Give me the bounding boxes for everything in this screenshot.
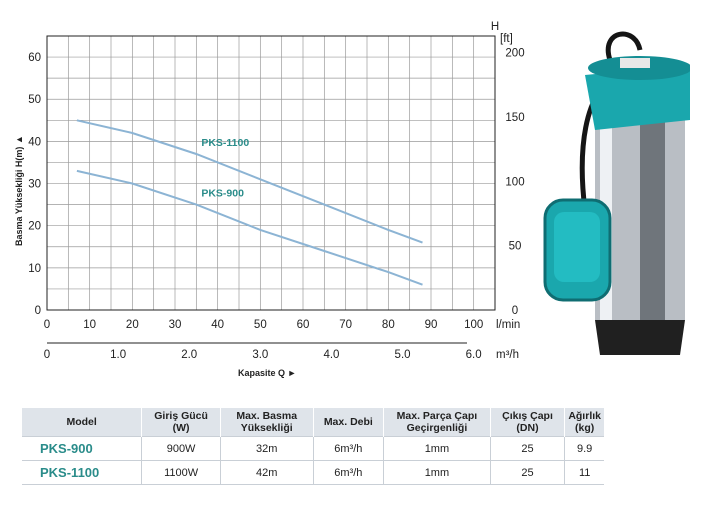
x-tick-label-lmin: 20 bbox=[126, 319, 139, 331]
table-cell: 1mm bbox=[383, 460, 491, 485]
plot-frame bbox=[46, 35, 496, 311]
y-tick-label: 0 bbox=[35, 305, 41, 317]
table-cell: 9.9 bbox=[564, 436, 604, 461]
header-max-flow: Max. Debi bbox=[313, 408, 385, 437]
x-tick-label-lmin: 90 bbox=[425, 319, 438, 331]
table-cell: 1100W bbox=[141, 460, 221, 485]
series-label-pks-1100: PKS-1100 bbox=[201, 137, 249, 149]
header-power: Giriş Gücü (W) bbox=[141, 408, 221, 437]
x-tick-label-lmin: 50 bbox=[254, 319, 267, 331]
table-cell: 6m³/h bbox=[313, 460, 385, 485]
series-label-pks-900: PKS-900 bbox=[201, 188, 244, 200]
y-tick-label: 10 bbox=[28, 263, 41, 275]
x-tick-label-lmin: 80 bbox=[382, 319, 395, 331]
x-tick-label-m3h: 6.0 bbox=[466, 349, 482, 361]
series-curve-pks-900 bbox=[76, 169, 423, 286]
table-cell: 6m³/h bbox=[313, 436, 385, 461]
table-cell: 25 bbox=[490, 460, 566, 485]
y-tick-label: 30 bbox=[28, 179, 41, 191]
pump-image bbox=[543, 31, 690, 355]
x-axis-title: Kapasite Q ► bbox=[238, 368, 296, 378]
header-model: Model bbox=[22, 408, 143, 437]
right-tick-label: 150 bbox=[505, 112, 524, 124]
x-tick-label-lmin: 40 bbox=[211, 319, 224, 331]
y-tick-label: 50 bbox=[28, 94, 41, 106]
right-tick-label: 100 bbox=[505, 176, 524, 188]
x-tick-label-m3h: 1.0 bbox=[110, 349, 126, 361]
table-cell: 900W bbox=[141, 436, 221, 461]
y-tick-label: 60 bbox=[28, 52, 41, 64]
model-cell: PKS-900 bbox=[22, 436, 143, 461]
x-tick-label-lmin: 10 bbox=[83, 319, 96, 331]
x-tick-label-m3h: 2.0 bbox=[181, 349, 197, 361]
spec-table: Model Giriş Gücü (W) Max. Basma Yüksekli… bbox=[22, 408, 604, 485]
table-row: PKS-900 900W 32m 6m³/h 1mm 25 9.9 bbox=[22, 436, 604, 461]
x-tick-label-lmin: 0 bbox=[44, 319, 50, 331]
x-tick-label-lmin: 70 bbox=[339, 319, 352, 331]
header-outlet: Çıkış Çapı (DN) bbox=[490, 408, 566, 437]
x-tick-label-m3h: 5.0 bbox=[395, 349, 411, 361]
x-axis-unit-lmin: l/min bbox=[496, 319, 520, 331]
x-tick-label-m3h: 4.0 bbox=[323, 349, 339, 361]
y-tick-label: 20 bbox=[28, 221, 41, 233]
x-tick-label-lmin: 30 bbox=[169, 319, 182, 331]
right-axis-letter: H bbox=[491, 21, 499, 33]
x-axis-unit-m3h: m³/h bbox=[496, 349, 519, 361]
right-tick-label: 0 bbox=[512, 305, 518, 317]
x-tick-label-lmin: 60 bbox=[297, 319, 310, 331]
right-axis-unit: [ft] bbox=[500, 33, 513, 45]
table-cell: 11 bbox=[564, 460, 604, 485]
x-tick-label-lmin: 100 bbox=[464, 319, 483, 331]
table-row: PKS-1100 1100W 42m 6m³/h 1mm 25 11 bbox=[22, 460, 604, 485]
x-tick-label-m3h: 0 bbox=[44, 349, 50, 361]
header-weight: Ağırlık (kg) bbox=[564, 408, 604, 437]
series-curve-pks-1100 bbox=[76, 119, 423, 244]
chart-curves: PKS-1100 PKS-900 bbox=[76, 119, 423, 286]
chart-ticks: 0 10 20 30 40 50 60 0 50 100 150 200 0 10 20 30 40 50 60 70… bbox=[28, 48, 524, 361]
right-tick-label: 200 bbox=[505, 48, 524, 60]
header-particle: Max. Parça Çapı Geçirgenliği bbox=[383, 408, 491, 437]
table-cell: 32m bbox=[220, 436, 314, 461]
table-cell: 25 bbox=[490, 436, 566, 461]
y-tick-label: 40 bbox=[28, 136, 41, 148]
right-tick-label: 50 bbox=[509, 241, 522, 253]
chart-grid bbox=[47, 36, 495, 310]
header-max-head: Max. Basma Yüksekliği bbox=[220, 408, 314, 437]
table-cell: 42m bbox=[220, 460, 314, 485]
table-header-row: Model Giriş Gücü (W) Max. Basma Yüksekli… bbox=[22, 408, 604, 437]
y-axis-title: Basma Yüksekliği H(m) ▲ bbox=[14, 135, 24, 246]
model-cell: PKS-1100 bbox=[22, 460, 143, 485]
x-tick-label-m3h: 3.0 bbox=[252, 349, 268, 361]
table-cell: 1mm bbox=[383, 436, 491, 461]
